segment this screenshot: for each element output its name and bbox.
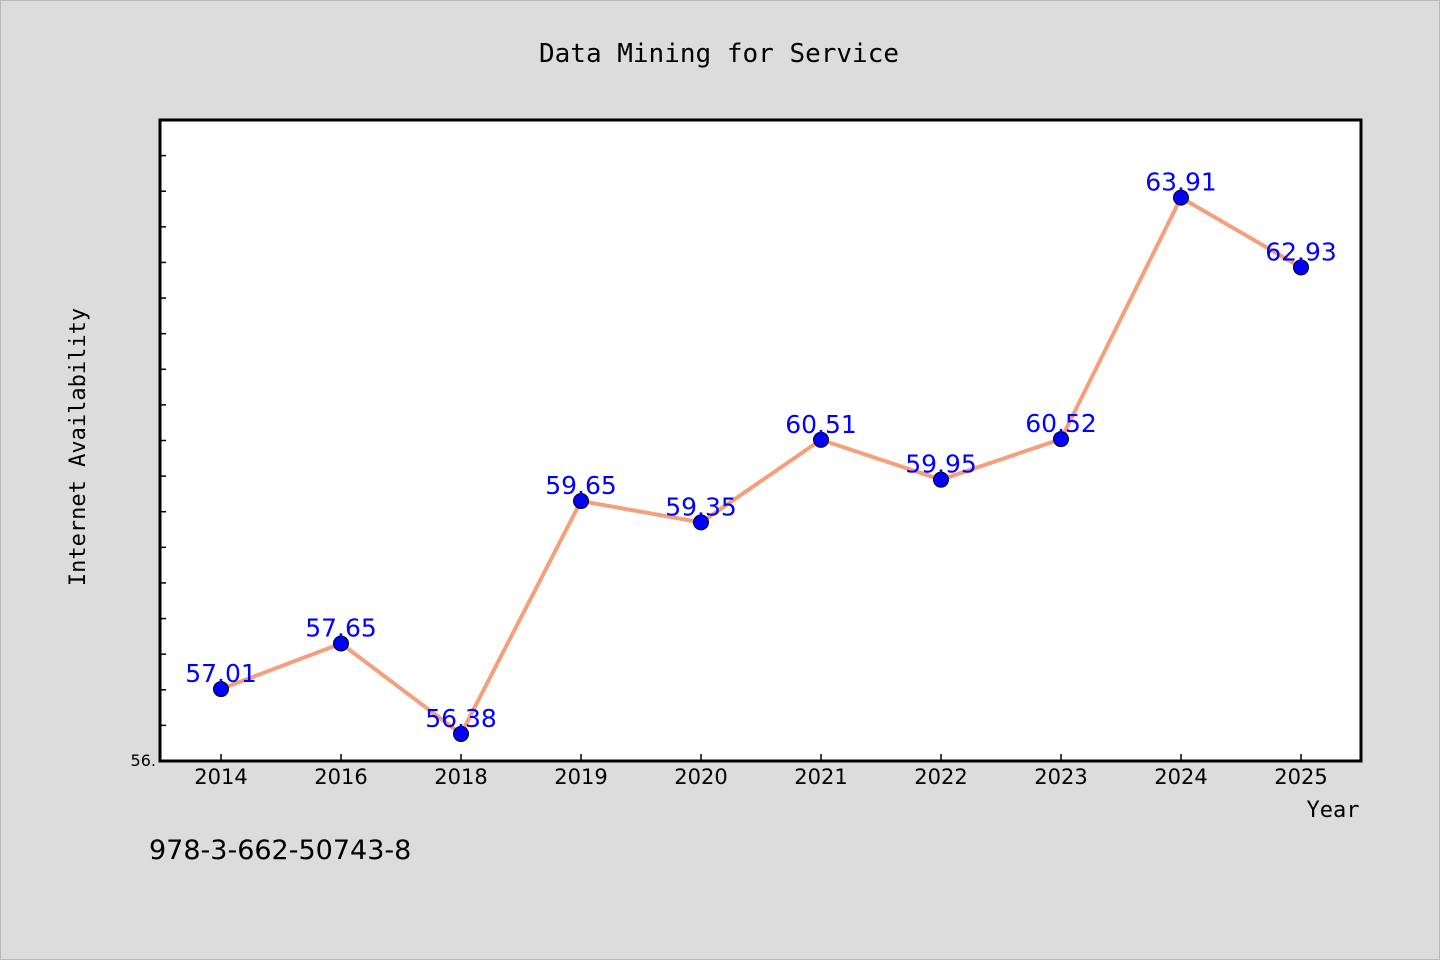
data-label: 57.01 <box>185 659 257 688</box>
x-tick-label: 2019 <box>554 765 607 789</box>
data-point <box>813 431 829 448</box>
data-label: 63.91 <box>1145 168 1217 197</box>
data-point <box>573 493 589 510</box>
x-tick-label: 2016 <box>314 765 367 789</box>
data-label: 59.35 <box>665 492 737 521</box>
x-tick-label: 2023 <box>1034 765 1087 789</box>
y-axis-label: Internet Availability <box>66 308 91 586</box>
data-markers <box>213 189 1309 742</box>
data-label: 56.38 <box>425 704 497 733</box>
x-tick-label: 2020 <box>674 765 727 789</box>
data-label: 59.65 <box>545 471 617 500</box>
series-line-group <box>220 195 1303 736</box>
data-label: 60.51 <box>785 410 857 439</box>
data-point <box>453 725 469 742</box>
series-line <box>220 195 1303 736</box>
x-tick-label: 2025 <box>1274 765 1327 789</box>
chart-title: Data Mining for Service <box>539 39 899 69</box>
data-label: 57.65 <box>305 613 377 642</box>
data-point <box>1173 189 1189 206</box>
data-point <box>693 514 709 531</box>
data-label: 62.93 <box>1265 237 1337 266</box>
x-axis-label: Year <box>1307 798 1360 823</box>
x-tick-label: 2014 <box>194 765 247 789</box>
data-label: 60.52 <box>1025 409 1097 438</box>
data-point <box>933 471 949 488</box>
x-tick-label: 2022 <box>914 765 967 789</box>
data-point <box>1053 431 1069 448</box>
x-tick-label: 2018 <box>434 765 487 789</box>
x-tick-label: 2024 <box>1154 765 1207 789</box>
data-point <box>1293 259 1309 276</box>
data-labels: 57.01 57.65 56.38 59.65 59.35 60.51 59.95 60.52… <box>185 168 1337 733</box>
y-tick-label: 56. <box>131 751 156 770</box>
y-axis-ticks: 56. <box>131 154 166 770</box>
isbn-note: 978-3-662-50743-8 <box>149 835 412 866</box>
plot-area <box>158 118 1363 763</box>
x-tick-label: 2021 <box>794 765 847 789</box>
data-label: 59.95 <box>905 450 977 479</box>
x-axis-ticks: 2014 2016 2018 2019 2020 2021 2022 2023 2024 2025 <box>194 754 1328 789</box>
data-point <box>213 681 229 698</box>
data-point <box>333 635 349 652</box>
